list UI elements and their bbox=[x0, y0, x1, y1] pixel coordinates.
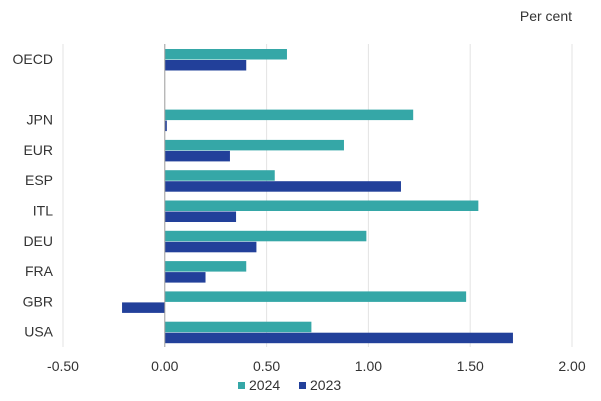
legend: 2024 2023 bbox=[238, 377, 341, 393]
bar-jpn-2024 bbox=[164, 109, 414, 121]
unit-label: Per cent bbox=[520, 8, 572, 24]
x-tick-label: 1.50 bbox=[457, 358, 484, 374]
x-tick-label: 0.50 bbox=[253, 358, 280, 374]
bar-gbr-2023 bbox=[122, 302, 165, 313]
bar-esp-2024 bbox=[164, 170, 275, 181]
bar-esp-2023 bbox=[164, 181, 401, 192]
category-label-gbr: GBR bbox=[23, 293, 53, 309]
bar-gbr-2024 bbox=[164, 291, 467, 302]
x-tick-label: 1.00 bbox=[355, 358, 382, 374]
x-tick-label: 0.00 bbox=[151, 358, 178, 374]
bar-oecd-2024 bbox=[164, 49, 287, 60]
bar-itl-2023 bbox=[164, 211, 237, 222]
category-label-jpn: JPN bbox=[27, 112, 53, 128]
bars bbox=[122, 49, 513, 344]
bar-fra-2024 bbox=[164, 261, 247, 272]
legend-label-2023: 2023 bbox=[310, 377, 341, 393]
legend-label-2024: 2024 bbox=[249, 377, 280, 393]
bar-usa-2023 bbox=[164, 332, 513, 344]
category-label-usa: USA bbox=[24, 324, 53, 340]
legend-swatch-2024 bbox=[238, 382, 245, 389]
legend-swatch-2023 bbox=[299, 382, 306, 389]
bar-oecd-2023 bbox=[164, 60, 247, 71]
bar-fra-2023 bbox=[164, 272, 206, 283]
bar-jpn-2023 bbox=[164, 120, 167, 132]
category-label-itl: ITL bbox=[33, 203, 53, 219]
x-tick-labels: -0.50 0.00 0.50 1.00 1.50 2.00 bbox=[47, 358, 586, 374]
category-label-oecd: OECD bbox=[13, 51, 53, 67]
category-label-eur: EUR bbox=[23, 142, 53, 158]
bar-eur-2023 bbox=[164, 150, 230, 162]
bar-itl-2024 bbox=[164, 200, 479, 211]
bar-eur-2024 bbox=[164, 139, 344, 151]
category-label-esp: ESP bbox=[25, 172, 53, 188]
category-label-deu: DEU bbox=[23, 233, 53, 249]
category-label-fra: FRA bbox=[25, 263, 54, 279]
x-tick-label: -0.50 bbox=[47, 358, 79, 374]
bar-deu-2024 bbox=[164, 230, 367, 242]
category-labels: OECD JPN EUR ESP ITL DEU FRA GBR USA bbox=[13, 51, 54, 340]
x-tick-label: 2.00 bbox=[558, 358, 585, 374]
bar-deu-2023 bbox=[164, 241, 257, 253]
bar-usa-2024 bbox=[164, 321, 312, 333]
